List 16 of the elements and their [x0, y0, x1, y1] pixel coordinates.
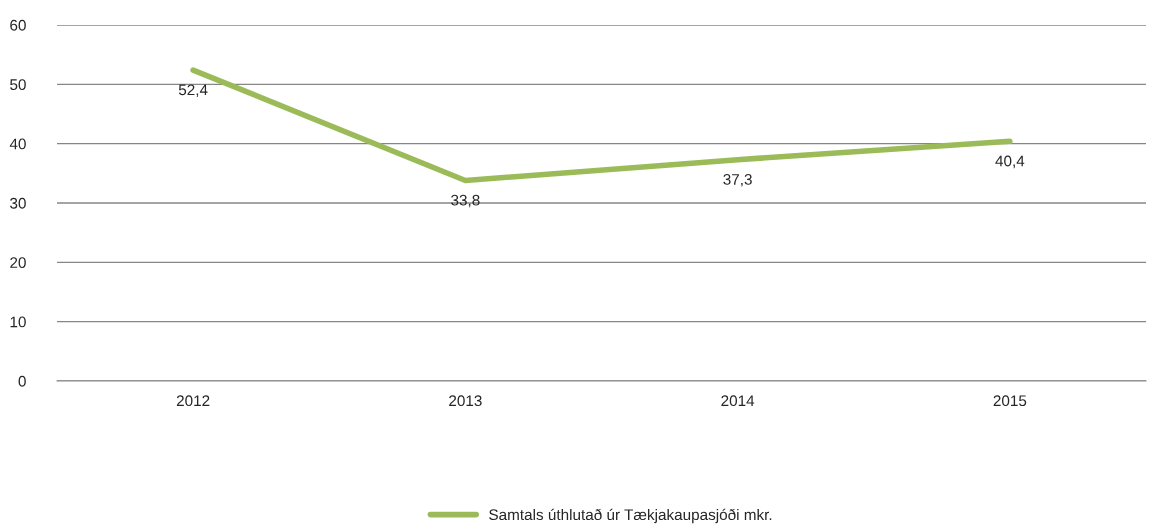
data-label: 52,4	[178, 84, 208, 98]
y-tick-label: 40	[9, 138, 26, 150]
x-tick-label: 2015	[993, 395, 1027, 407]
y-tick-label: 10	[10, 316, 26, 328]
legend-label: Samtals úthlutað úr Tækjakaupasjóði mkr.	[489, 508, 772, 524]
y-tick-label: 60	[10, 19, 26, 31]
data-label: 40,4	[995, 155, 1025, 169]
x-tick-label: 2012	[176, 395, 210, 407]
y-tick-label: 0	[18, 375, 26, 387]
x-tick-label: 2013	[449, 395, 482, 407]
y-tick-label: 20	[10, 257, 26, 269]
data-label: 33,8	[451, 194, 480, 208]
y-tick-label: 30	[10, 197, 26, 209]
y-tick-label: 50	[10, 79, 26, 91]
data-label: 37,3	[723, 173, 752, 187]
x-tick-label: 2014	[721, 395, 755, 407]
